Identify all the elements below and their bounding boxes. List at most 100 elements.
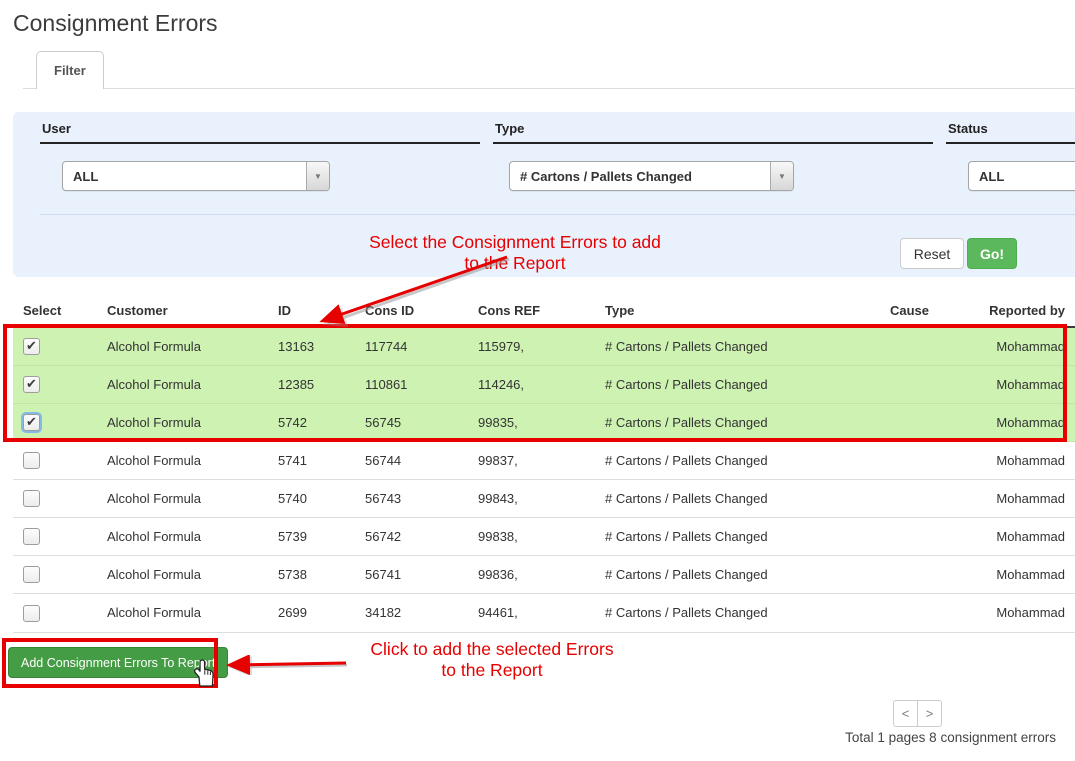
pagination: < >: [893, 700, 942, 727]
add-consignment-errors-button[interactable]: Add Consignment Errors To Report: [8, 647, 229, 678]
click-hint-line1: Click to add the selected Errors: [370, 639, 614, 659]
col-header-id: ID: [268, 296, 355, 328]
cell-cause: [880, 517, 967, 557]
cell-type: # Cartons / Pallets Changed: [595, 327, 880, 367]
cell-customer: Alcohol Formula: [97, 479, 268, 519]
pagination-summary: Total 1 pages 8 consignment errors: [845, 730, 1056, 745]
user-dropdown-value: ALL: [73, 168, 99, 184]
row-checkbox[interactable]: [23, 528, 40, 546]
cell-cause: [880, 327, 967, 367]
cell-customer: Alcohol Formula: [97, 365, 268, 405]
page-title: Consignment Errors: [13, 10, 218, 36]
cell-cons-ref: 99835,: [468, 403, 595, 443]
cell-id: 5739: [268, 517, 355, 557]
row-checkbox[interactable]: [23, 566, 40, 584]
cell-id: 5738: [268, 555, 355, 595]
cell-customer: Alcohol Formula: [97, 327, 268, 367]
click-hint-annotation: Click to add the selected Errors to the …: [347, 639, 637, 681]
prev-page-button[interactable]: <: [893, 700, 918, 727]
click-hint-line2: to the Report: [441, 660, 543, 680]
type-dropdown-value: # Cartons / Pallets Changed: [520, 168, 692, 184]
cell-id: 5741: [268, 441, 355, 481]
cell-id: 12385: [268, 365, 355, 405]
table-row: Alcohol Formula 5738 56741 99836, # Cart…: [13, 555, 1075, 595]
table-row: Alcohol Formula 13163 117744 115979, # C…: [13, 327, 1075, 367]
cell-cons-ref: 94461,: [468, 593, 595, 633]
table-row: Alcohol Formula 5739 56742 99838, # Cart…: [13, 517, 1075, 557]
tab-filter[interactable]: Filter: [36, 51, 104, 89]
row-checkbox[interactable]: [23, 376, 40, 394]
cell-type: # Cartons / Pallets Changed: [595, 403, 880, 443]
cell-type: # Cartons / Pallets Changed: [595, 479, 880, 519]
user-dropdown[interactable]: ALL ▼: [62, 161, 330, 191]
cell-cons-ref: 99843,: [468, 479, 595, 519]
consignment-errors-table: Select Customer ID Cons ID Cons REF Type…: [13, 296, 1075, 633]
cell-reported-by: Mohammad: [967, 327, 1075, 367]
table-row: Alcohol Formula 2699 34182 94461, # Cart…: [13, 593, 1075, 633]
reset-button[interactable]: Reset: [900, 238, 964, 269]
click-hint-arrow-icon: [226, 655, 348, 675]
cell-reported-by: Mohammad: [967, 479, 1075, 519]
go-button[interactable]: Go!: [967, 238, 1017, 269]
cell-reported-by: Mohammad: [967, 441, 1075, 481]
col-header-reported-by: Reported by: [967, 296, 1075, 328]
col-header-cause: Cause: [880, 296, 967, 328]
cell-type: # Cartons / Pallets Changed: [595, 593, 880, 633]
cell-cons-ref: 99837,: [468, 441, 595, 481]
cell-reported-by: Mohammad: [967, 365, 1075, 405]
status-dropdown-value: ALL: [979, 168, 1005, 184]
status-dropdown[interactable]: ALL ▼: [968, 161, 1075, 191]
filter-panel: User Type Status ALL ▼ # Cartons / Palle…: [13, 112, 1075, 277]
cell-cause: [880, 365, 967, 405]
cell-reported-by: Mohammad: [967, 403, 1075, 443]
table-row: Alcohol Formula 5740 56743 99843, # Cart…: [13, 479, 1075, 519]
tabs-divider: [23, 88, 1075, 89]
next-page-button[interactable]: >: [917, 700, 942, 727]
chevron-down-icon[interactable]: ▼: [770, 162, 793, 190]
chevron-down-icon[interactable]: ▼: [306, 162, 329, 190]
cell-cons-id: 56742: [355, 517, 468, 557]
row-checkbox[interactable]: [23, 452, 40, 470]
cell-reported-by: Mohammad: [967, 593, 1075, 633]
row-checkbox[interactable]: [23, 338, 40, 356]
cell-cause: [880, 593, 967, 633]
cell-id: 5740: [268, 479, 355, 519]
cell-cause: [880, 479, 967, 519]
col-header-cons-id: Cons ID: [355, 296, 468, 328]
cell-customer: Alcohol Formula: [97, 517, 268, 557]
cell-cause: [880, 555, 967, 595]
cell-cons-id: 110861: [355, 365, 468, 405]
cell-cons-ref: 115979,: [468, 327, 595, 367]
cell-cons-id: 34182: [355, 593, 468, 633]
col-header-type: Type: [595, 296, 880, 328]
cell-cons-id: 117744: [355, 327, 468, 367]
cell-reported-by: Mohammad: [967, 517, 1075, 557]
filter-divider: [40, 214, 1075, 215]
row-checkbox[interactable]: [23, 490, 40, 508]
cell-customer: Alcohol Formula: [97, 593, 268, 633]
cell-type: # Cartons / Pallets Changed: [595, 517, 880, 557]
type-dropdown[interactable]: # Cartons / Pallets Changed ▼: [509, 161, 794, 191]
cell-id: 2699: [268, 593, 355, 633]
cell-cause: [880, 441, 967, 481]
cell-cons-id: 56744: [355, 441, 468, 481]
cell-cons-ref: 99836,: [468, 555, 595, 595]
cell-customer: Alcohol Formula: [97, 555, 268, 595]
cell-reported-by: Mohammad: [967, 555, 1075, 595]
row-checkbox[interactable]: [23, 414, 40, 432]
cell-type: # Cartons / Pallets Changed: [595, 555, 880, 595]
row-checkbox[interactable]: [23, 604, 40, 622]
cell-type: # Cartons / Pallets Changed: [595, 365, 880, 405]
table-row: Alcohol Formula 5741 56744 99837, # Cart…: [13, 441, 1075, 481]
cell-customer: Alcohol Formula: [97, 403, 268, 443]
type-filter-label: Type: [493, 121, 933, 144]
table-row: Alcohol Formula 12385 110861 114246, # C…: [13, 365, 1075, 405]
cell-cons-ref: 99838,: [468, 517, 595, 557]
table-header-row: Select Customer ID Cons ID Cons REF Type…: [13, 296, 1075, 328]
cell-id: 13163: [268, 327, 355, 367]
col-header-cons-ref: Cons REF: [468, 296, 595, 328]
cell-cause: [880, 403, 967, 443]
tab-filter-label: Filter: [54, 63, 86, 78]
cell-cons-id: 56745: [355, 403, 468, 443]
